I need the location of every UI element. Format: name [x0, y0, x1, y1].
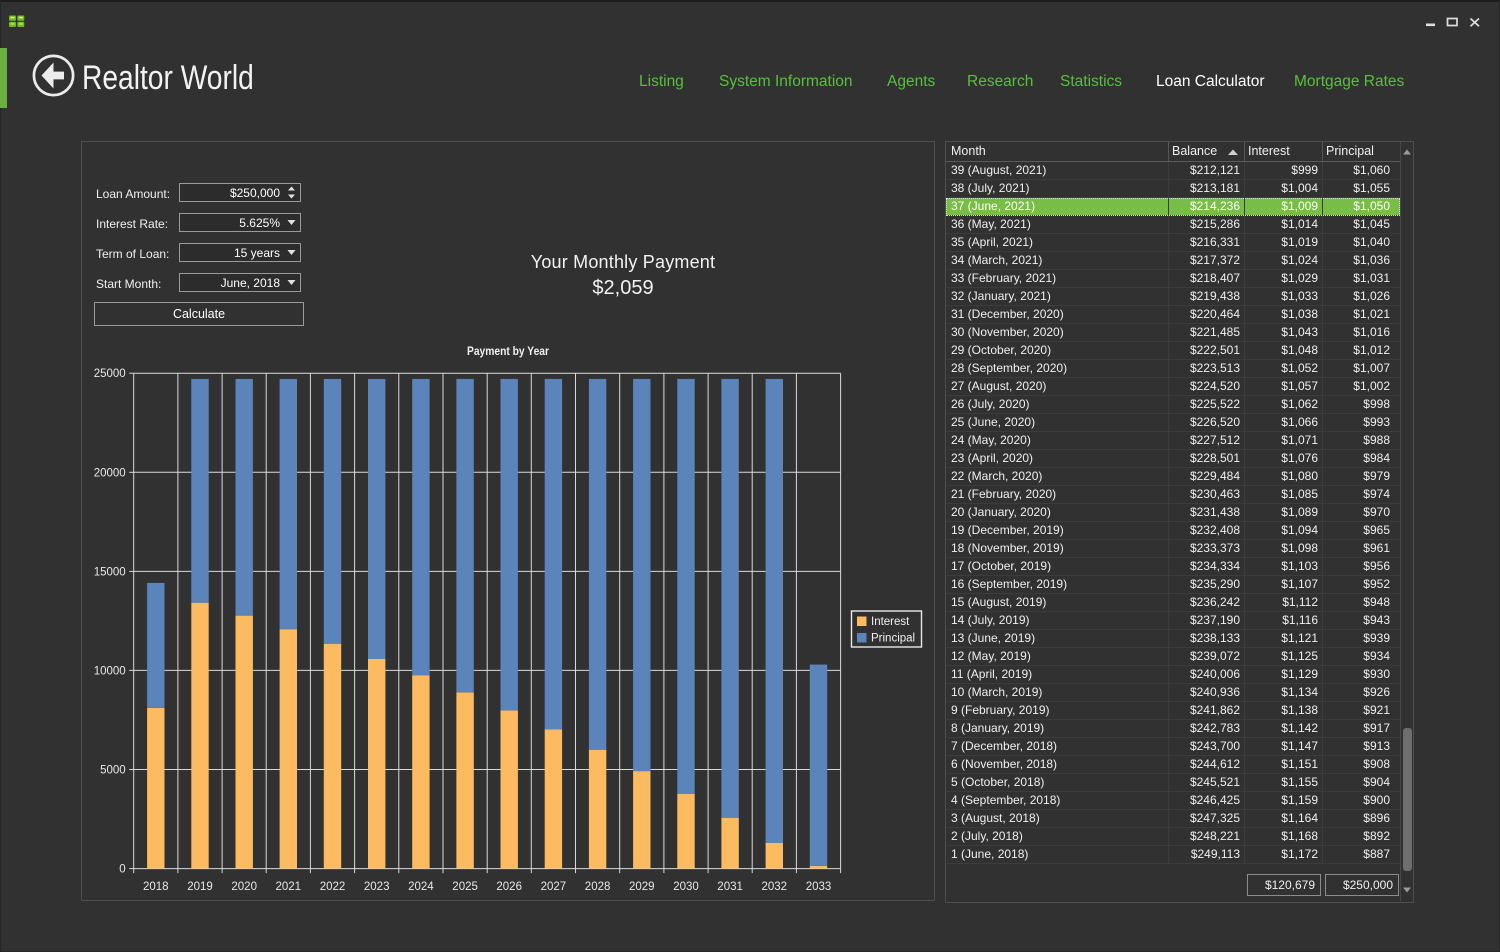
svg-text:0: 0 [119, 864, 125, 876]
svg-text:2023: 2023 [364, 881, 390, 893]
svg-text:2018: 2018 [143, 881, 169, 893]
svg-text:Payment by Year: Payment by Year [467, 344, 549, 358]
svg-text:Principal: Principal [871, 633, 915, 645]
svg-text:2024: 2024 [408, 881, 434, 893]
svg-text:2021: 2021 [276, 881, 302, 893]
svg-text:2025: 2025 [452, 881, 478, 893]
svg-text:2028: 2028 [585, 881, 611, 893]
svg-text:20000: 20000 [94, 467, 126, 479]
svg-text:2027: 2027 [541, 881, 567, 893]
svg-text:2030: 2030 [673, 881, 699, 893]
svg-text:2020: 2020 [231, 881, 257, 893]
svg-text:2026: 2026 [496, 881, 522, 893]
svg-text:2031: 2031 [717, 881, 743, 893]
svg-text:2019: 2019 [187, 881, 213, 893]
svg-text:25000: 25000 [94, 368, 126, 380]
svg-text:5000: 5000 [100, 765, 126, 777]
svg-text:Interest: Interest [871, 616, 910, 628]
svg-text:2022: 2022 [320, 881, 346, 893]
svg-text:2033: 2033 [806, 881, 832, 893]
svg-text:15000: 15000 [94, 566, 126, 578]
svg-text:2029: 2029 [629, 881, 655, 893]
svg-text:2032: 2032 [762, 881, 788, 893]
svg-text:10000: 10000 [94, 665, 126, 677]
